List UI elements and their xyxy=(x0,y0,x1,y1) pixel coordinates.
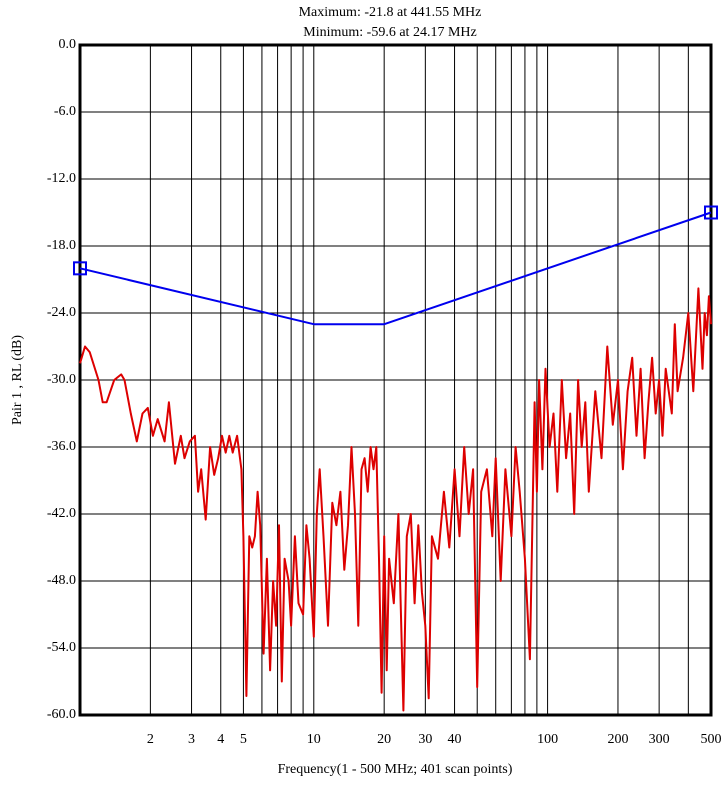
y-tick-label: -6.0 xyxy=(54,104,76,119)
x-tick-label: 30 xyxy=(418,732,432,747)
x-tick-label: 40 xyxy=(448,732,462,747)
x-tick-label: 5 xyxy=(240,732,247,747)
limit-marker xyxy=(704,205,718,220)
y-tick-label: -60.0 xyxy=(47,707,76,722)
x-tick-label: 4 xyxy=(217,732,224,747)
limit-marker xyxy=(73,261,87,276)
y-tick-label: -42.0 xyxy=(47,506,76,521)
chart-title: Maximum: -21.8 at 441.55 MHz xyxy=(299,5,482,20)
data-line xyxy=(79,211,712,326)
y-tick-label: -24.0 xyxy=(47,305,76,320)
y-tick-label: 0.0 xyxy=(59,37,77,52)
x-tick-label: 200 xyxy=(607,732,628,747)
chart-subtitle: Minimum: -59.6 at 24.17 MHz xyxy=(303,25,476,40)
y-tick-label: -18.0 xyxy=(47,238,76,253)
x-tick-label: 100 xyxy=(537,732,558,747)
data-line xyxy=(79,287,712,712)
x-axis-label: Frequency(1 - 500 MHz; 401 scan points) xyxy=(278,762,513,777)
y-axis-label: Pair 1 , RL (dB) xyxy=(10,335,25,425)
y-tick-label: -12.0 xyxy=(47,171,76,186)
plot-border xyxy=(78,43,713,717)
y-tick-label: -48.0 xyxy=(47,573,76,588)
x-tick-label: 3 xyxy=(188,732,195,747)
y-tick-label: -30.0 xyxy=(47,372,76,387)
x-tick-label: 20 xyxy=(377,732,391,747)
y-tick-label: -36.0 xyxy=(47,439,76,454)
y-tick-label: -54.0 xyxy=(47,640,76,655)
x-tick-label: 300 xyxy=(649,732,670,747)
x-tick-label: 10 xyxy=(307,732,321,747)
x-tick-label: 500 xyxy=(701,732,722,747)
x-tick-label: 2 xyxy=(147,732,154,747)
